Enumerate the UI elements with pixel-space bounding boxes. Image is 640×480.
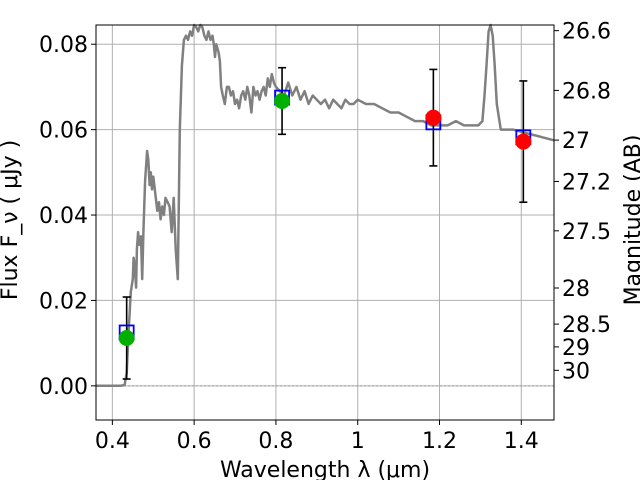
y-tick-label: 0.00: [39, 375, 88, 400]
right-axis-label: Magnitude (AB): [621, 135, 640, 306]
observed-photometry-markers: [118, 93, 532, 347]
x-tick-label: 0.8: [258, 429, 293, 454]
y-tick-label: 0.08: [39, 33, 88, 58]
observed-marker: [515, 133, 532, 150]
y-tick-label: 0.04: [39, 204, 88, 229]
y-axis-label: Flux F_ν ( μJy ): [0, 140, 23, 300]
y-tick-label: 0.06: [39, 119, 88, 144]
x-tick-label: 1.2: [422, 429, 457, 454]
observed-marker: [425, 109, 442, 126]
observed-marker: [118, 330, 135, 347]
x-axis-ticks: 0.4 0.6 0.8 1 1.2 1.4: [95, 420, 539, 454]
y-tick-label: 0.02: [39, 289, 88, 314]
model-spectrum-line: [96, 23, 555, 388]
x-axis-label: Wavelength λ (μm): [220, 458, 430, 480]
right-tick-label: 27.5: [562, 220, 611, 245]
x-tick-label: 1: [351, 429, 365, 454]
right-tick-label: 26.8: [562, 79, 611, 104]
plot-frame: [95, 24, 555, 421]
right-tick-label: 29: [562, 336, 590, 361]
x-tick-label: 0.6: [177, 429, 212, 454]
right-tick-label: 28.5: [562, 313, 611, 338]
right-tick-label: 26.6: [562, 20, 611, 45]
observed-marker: [274, 93, 291, 110]
right-tick-label: 27: [562, 129, 590, 154]
error-bars: [122, 66, 528, 380]
right-tick-label: 28: [562, 277, 590, 302]
y-axis-ticks: 0.00 0.02 0.04 0.06 0.08: [39, 33, 96, 400]
x-tick-label: 0.4: [95, 429, 130, 454]
x-tick-label: 1.4: [504, 429, 539, 454]
right-tick-label: 27.2: [562, 170, 611, 195]
right-tick-label: 30: [562, 359, 590, 384]
